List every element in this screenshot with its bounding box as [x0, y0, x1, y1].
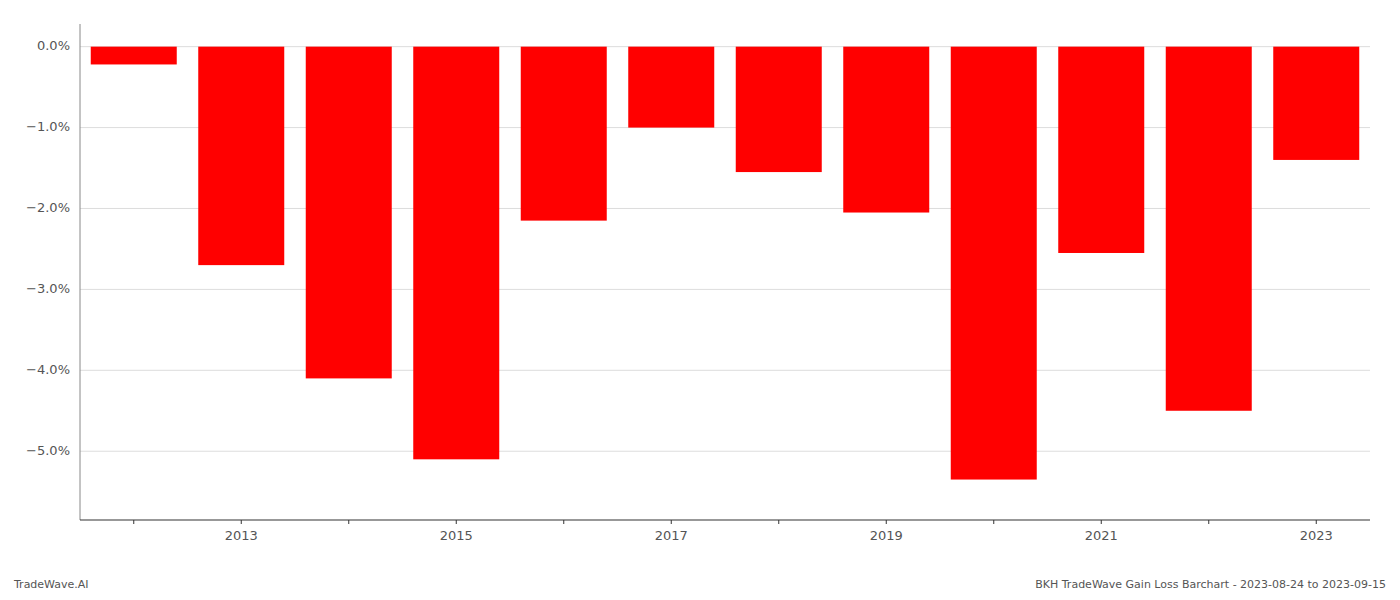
- bar: [521, 47, 607, 221]
- bar: [1058, 47, 1144, 253]
- bar: [413, 47, 499, 460]
- x-tick-label: 2015: [440, 528, 473, 543]
- x-tick-label: 2021: [1085, 528, 1118, 543]
- x-tick: [563, 520, 564, 524]
- x-tick: [241, 520, 242, 524]
- chart: 0.0%−1.0%−2.0%−3.0%−4.0%−5.0%20132015201…: [0, 0, 1400, 600]
- bar: [736, 47, 822, 172]
- x-tick: [1101, 520, 1102, 524]
- x-tick: [671, 520, 672, 524]
- x-tick-label: 2023: [1300, 528, 1333, 543]
- y-tick-label: −5.0%: [26, 443, 70, 458]
- grid-line: [80, 451, 1370, 452]
- grid: [80, 47, 1370, 452]
- x-tick: [1316, 520, 1317, 524]
- bar: [951, 47, 1037, 480]
- y-axis: 0.0% −1.0% −2.0% −3.0% −4.0% −5.0%: [26, 24, 80, 520]
- x-tick: [1208, 520, 1209, 524]
- footer-text: TradeWave.AI: [13, 578, 89, 591]
- bar: [843, 47, 929, 213]
- x-tick: [993, 520, 994, 524]
- y-tick-label: 0.0%: [37, 38, 70, 53]
- footer-text: BKH TradeWave Gain Loss Barchart - 2023-…: [1035, 578, 1386, 591]
- y-tick-label: −2.0%: [26, 200, 70, 215]
- x-axis-line: [80, 519, 1370, 520]
- x-tick: [133, 520, 134, 524]
- x-tick: [886, 520, 887, 524]
- x-axis: 2013 2015 2017 2019 2021 2023: [80, 520, 1370, 543]
- bar: [1166, 47, 1252, 411]
- y-tick-label: −3.0%: [26, 281, 70, 296]
- x-tick: [778, 520, 779, 524]
- y-tick-label: −1.0%: [26, 119, 70, 134]
- x-tick: [348, 520, 349, 524]
- bar: [91, 47, 177, 65]
- bars: [91, 47, 1360, 480]
- y-axis-line: [80, 24, 81, 520]
- x-tick: [456, 520, 457, 524]
- x-tick-label: 2013: [225, 528, 258, 543]
- x-tick-label: 2019: [870, 528, 903, 543]
- bar: [1273, 47, 1359, 160]
- x-tick-label: 2017: [655, 528, 688, 543]
- bar: [198, 47, 284, 265]
- bar: [628, 47, 714, 128]
- y-tick-label: −4.0%: [26, 362, 70, 377]
- bar: [306, 47, 392, 379]
